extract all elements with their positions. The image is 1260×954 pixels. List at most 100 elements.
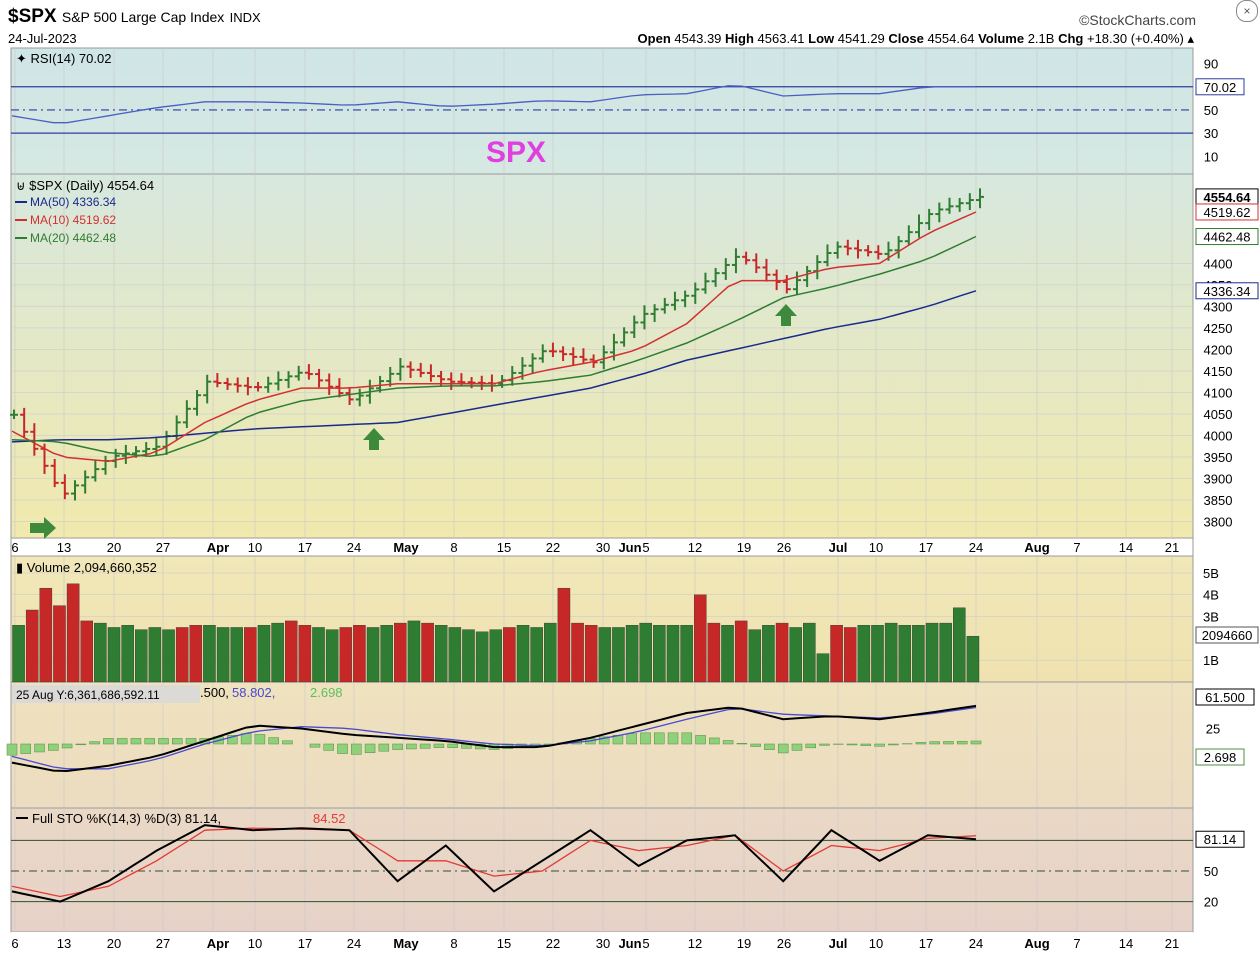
- volume-bar: [721, 625, 734, 683]
- macd-histogram-bar: [240, 733, 252, 745]
- x-tick-label: May: [393, 936, 419, 951]
- volume-bar: [666, 625, 680, 683]
- price-y-tick: 3950: [1204, 450, 1233, 465]
- macd-histogram-bar: [805, 743, 816, 749]
- price-value-tag: [1195, 203, 1259, 221]
- macd-legend-signal: 58.802,: [232, 685, 275, 700]
- rsi-line: [11, 85, 976, 124]
- macd-histogram-bar: [20, 743, 32, 754]
- volume-bar: [135, 629, 148, 683]
- volume-bar: [898, 625, 912, 683]
- x-tick-label: 14: [1119, 936, 1133, 951]
- x-tick-label: 20: [107, 936, 121, 951]
- macd-histogram-bar: [626, 733, 637, 745]
- macd-histogram-bar: [915, 742, 927, 745]
- symbol-name: S&P 500 Large Cap Index: [61, 9, 225, 25]
- sto-y-tick: 20: [1204, 895, 1218, 910]
- x-tick-label: 10: [248, 540, 262, 555]
- volume-value-label: 2094660: [1202, 628, 1253, 643]
- macd-histogram-bar: [158, 738, 169, 745]
- volume-bar: [557, 587, 571, 683]
- macd-histogram-bar: [337, 743, 348, 754]
- symbol-title: $SPX S&P 500 Large Cap Index INDX: [8, 6, 261, 28]
- macd-histogram-bar: [943, 741, 954, 745]
- volume-bar: [953, 607, 966, 683]
- x-tick-label: Jul: [829, 936, 848, 951]
- volume-y-tick: 4B: [1203, 588, 1219, 603]
- macd-histogram-bar: [282, 740, 293, 745]
- volume-y-tick: 5B: [1203, 566, 1219, 581]
- macd-value-label: 61.500: [1205, 690, 1245, 705]
- price-y-tick: 4100: [1204, 385, 1233, 400]
- price-y-tick: 4400: [1204, 256, 1233, 271]
- macd-histogram-bar: [667, 732, 679, 745]
- macd-legend-macd: .500,: [200, 685, 229, 700]
- volume-bar: [80, 620, 94, 683]
- x-tick-label: Aug: [1024, 540, 1049, 555]
- volume-bar: [271, 622, 284, 683]
- macd-histogram-bar: [227, 734, 238, 745]
- price-y-tick: 4250: [1204, 321, 1233, 336]
- volume-bar: [175, 627, 189, 683]
- volume-bar: [189, 625, 203, 683]
- sto-d-line: [11, 827, 977, 898]
- x-tick-label: 7: [1073, 540, 1080, 555]
- x-tick-label: 24: [969, 936, 983, 951]
- macd-histogram-bar: [392, 743, 403, 750]
- macd-histogram-bar: [956, 740, 968, 745]
- price-value-tag: [1195, 282, 1259, 300]
- volume-bar: [312, 627, 325, 683]
- right-arrow-icon: [30, 517, 56, 539]
- rsi-value-label: 70.02: [1204, 80, 1237, 95]
- x-tick-label: 19: [737, 540, 751, 555]
- macd-histogram-bar: [34, 743, 45, 753]
- volume-bar: [162, 629, 175, 683]
- price-legend-title: ⊎ $SPX (Daily) 4554.64: [16, 178, 154, 193]
- macd-histogram-bar: [351, 743, 362, 755]
- macd-histogram-bar: [116, 738, 128, 745]
- x-tick-label: 17: [919, 540, 933, 555]
- macd-histogram-bar: [254, 734, 266, 745]
- x-tick-label: 27: [156, 936, 170, 951]
- volume-bar: [612, 627, 625, 683]
- close-icon[interactable]: ×: [1236, 0, 1258, 22]
- price-value-tag: [1195, 228, 1259, 246]
- macd-histogram-bar: [419, 743, 431, 749]
- x-tick-label: 5: [642, 936, 649, 951]
- volume-bar: [94, 622, 107, 683]
- price-value-label: 4519.62: [1204, 205, 1251, 220]
- x-tick-label: Aug: [1024, 936, 1049, 951]
- x-tick-label: 24: [347, 936, 361, 951]
- price-y-tick: 4300: [1204, 299, 1233, 314]
- x-tick-label: 8: [450, 540, 457, 555]
- price-y-tick: 3900: [1204, 471, 1233, 486]
- volume-bar: [762, 625, 775, 683]
- rsi-y-tick: 30: [1204, 126, 1218, 141]
- macd-histogram-bar: [888, 743, 899, 746]
- x-tick-label: 17: [919, 936, 933, 951]
- macd-histogram-bar: [89, 741, 100, 745]
- x-tick-label: 12: [688, 936, 702, 951]
- price-y-tick: 3800: [1204, 514, 1233, 529]
- panel-rsi: [10, 47, 1194, 175]
- sto-y-tick: 50: [1204, 864, 1218, 879]
- volume-bar: [489, 629, 503, 683]
- volume-bar: [843, 627, 857, 683]
- volume-bar: [339, 627, 353, 683]
- macd-histogram-bar: [144, 738, 155, 745]
- up-arrow-icon: [775, 304, 797, 326]
- x-tick-label: 10: [869, 936, 883, 951]
- x-tick-label: Apr: [207, 936, 229, 951]
- volume-bar: [421, 622, 434, 683]
- price-legend-item: MA(50) 4336.34: [30, 195, 116, 209]
- rsi-y-tick: 50: [1204, 103, 1218, 118]
- brand: ©StockCharts.com: [1079, 12, 1196, 28]
- macd-histogram-bar: [172, 738, 183, 745]
- x-tick-label: 6: [11, 936, 18, 951]
- price-value-label: 4462.48: [1204, 230, 1251, 245]
- volume-bar: [325, 629, 339, 683]
- volume-bar: [693, 594, 707, 683]
- x-tick-label: 7: [1073, 936, 1080, 951]
- x-tick-label: 24: [969, 540, 983, 555]
- macd-histogram-bar: [640, 732, 651, 745]
